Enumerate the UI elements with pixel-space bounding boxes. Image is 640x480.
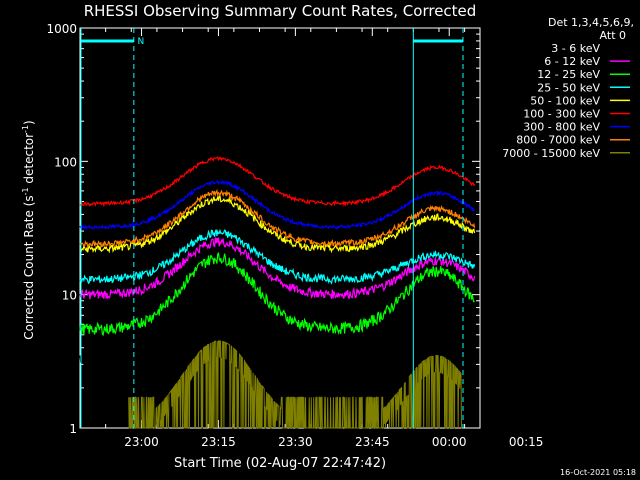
legend-label: 800 - 7000 keV bbox=[516, 134, 600, 147]
plot-frame bbox=[79, 27, 481, 429]
series-line-50-100keV bbox=[79, 195, 476, 254]
series-line-12-25keV bbox=[79, 252, 475, 337]
legend-header-attenuator: Att 0 bbox=[600, 29, 626, 42]
y-tick-label: 1 bbox=[69, 422, 77, 436]
x-tick-label: 00:00 bbox=[432, 435, 467, 449]
y-axis-label-sup2: -1 bbox=[21, 125, 30, 133]
x-tick-label: 00:15 bbox=[509, 435, 544, 449]
y-axis-label-mid: detector bbox=[22, 133, 36, 188]
legend-header-detectors: Det 1,3,4,5,6,9, bbox=[548, 16, 634, 29]
series-line-6-12keV bbox=[79, 237, 476, 300]
chart-title: RHESSI Observing Summary Count Rates, Co… bbox=[84, 2, 477, 20]
y-tick-label: 10 bbox=[62, 289, 77, 303]
series-line-25-50keV bbox=[79, 228, 476, 285]
plot-area: 1 10 100 1000 23:00 23:15 23:30 23:45 00:00 00:15… bbox=[46, 22, 543, 449]
legend-label: 12 - 25 keV bbox=[537, 68, 600, 81]
x-tick-label: 23:00 bbox=[124, 435, 159, 449]
x-tick-label: 23:15 bbox=[201, 435, 236, 449]
y-axis-label-sup1: -1 bbox=[21, 187, 30, 195]
legend-label: 6 - 12 keV bbox=[544, 55, 600, 68]
legend-label: 7000 - 15000 keV bbox=[502, 147, 600, 160]
x-tick-label: 23:45 bbox=[355, 435, 390, 449]
y-axis-label: Corrected Count Rate (s-1 detector-1) bbox=[21, 120, 36, 339]
series-line-300-800keV bbox=[79, 180, 475, 230]
y-tick-label: 1000 bbox=[46, 22, 77, 36]
series-line-3-6keV bbox=[79, 269, 476, 396]
series-line-100-300keV bbox=[79, 156, 476, 208]
y-axis-label-end: ) bbox=[22, 120, 36, 125]
legend-label: 50 - 100 keV bbox=[530, 94, 600, 107]
y-axis-label-main: Corrected Count Rate (s bbox=[22, 195, 36, 339]
timestamp: 16-Oct-2021 05:18 bbox=[560, 468, 636, 477]
x-axis-label: Start Time (02-Aug-07 22:47:42) bbox=[174, 456, 386, 471]
series-line-800-7000keV bbox=[79, 188, 476, 249]
y-tick-label: 100 bbox=[54, 155, 77, 169]
legend-label: 25 - 50 keV bbox=[537, 81, 600, 94]
legend-label: 3 - 6 keV bbox=[551, 42, 600, 55]
x-tick-label: 23:30 bbox=[278, 435, 313, 449]
legend-label: 100 - 300 keV bbox=[523, 108, 600, 121]
legend-label: 300 - 800 keV bbox=[523, 121, 600, 134]
series-line-7000-15000keV bbox=[128, 340, 462, 429]
night-marker-label: N bbox=[137, 37, 144, 47]
